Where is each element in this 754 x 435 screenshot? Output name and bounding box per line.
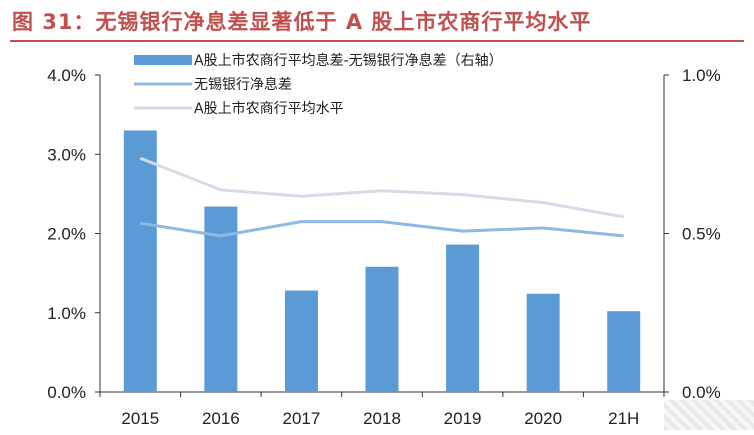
line-wuxi-nim — [140, 220, 624, 238]
x-axis-tick-label: 2019 — [444, 409, 482, 428]
bar — [284, 290, 318, 392]
bar — [365, 266, 399, 392]
left-axis-tick-label: 3.0% — [47, 145, 86, 164]
right-axis-tick-label: 1.0% — [682, 66, 721, 85]
line-rural-avg — [139, 156, 624, 219]
x-axis-tick-label: 2016 — [202, 409, 240, 428]
x-axis-tick-label: 2017 — [283, 409, 321, 428]
right-axis-tick-label: 0.5% — [682, 225, 721, 244]
bar — [204, 206, 238, 392]
x-axis-tick-label: 2020 — [524, 409, 562, 428]
axes: 0.0% 1.0% 2.0% 3.0% 4.0% 0.0% 0.5% 1.0% 2015 2016… — [47, 66, 721, 428]
bar — [607, 311, 641, 392]
right-axis-tick-label: 0.0% — [682, 383, 721, 402]
bar — [446, 244, 480, 392]
left-axis-tick-label: 2.0% — [47, 225, 86, 244]
line-series — [139, 156, 624, 238]
legend-label: A股上市农商行平均水平 — [194, 100, 344, 117]
bar-series — [123, 130, 641, 392]
watermark — [664, 400, 754, 430]
left-axis-tick-label: 4.0% — [47, 66, 86, 85]
x-axis-tick-label: 2015 — [121, 409, 159, 428]
legend-swatch — [134, 55, 192, 65]
title-underline — [10, 40, 744, 42]
bar — [123, 130, 157, 392]
left-axis-tick-label: 0.0% — [47, 383, 86, 402]
x-axis-tick-label: 21H — [608, 409, 639, 428]
legend-label: A股上市农商行平均息差-无锡银行净息差（右轴） — [194, 52, 503, 69]
chart-title: 图 31：无锡银行净息差显著低于 A 股上市农商行平均水平 — [12, 10, 592, 34]
x-axis-tick-label: 2018 — [363, 409, 401, 428]
left-axis-tick-label: 1.0% — [47, 304, 86, 323]
bar — [526, 293, 560, 392]
legend: A股上市农商行平均息差-无锡银行净息差（右轴） 无锡银行净息差 A股上市农商行平均水… — [134, 52, 503, 117]
legend-label: 无锡银行净息差 — [194, 76, 292, 93]
